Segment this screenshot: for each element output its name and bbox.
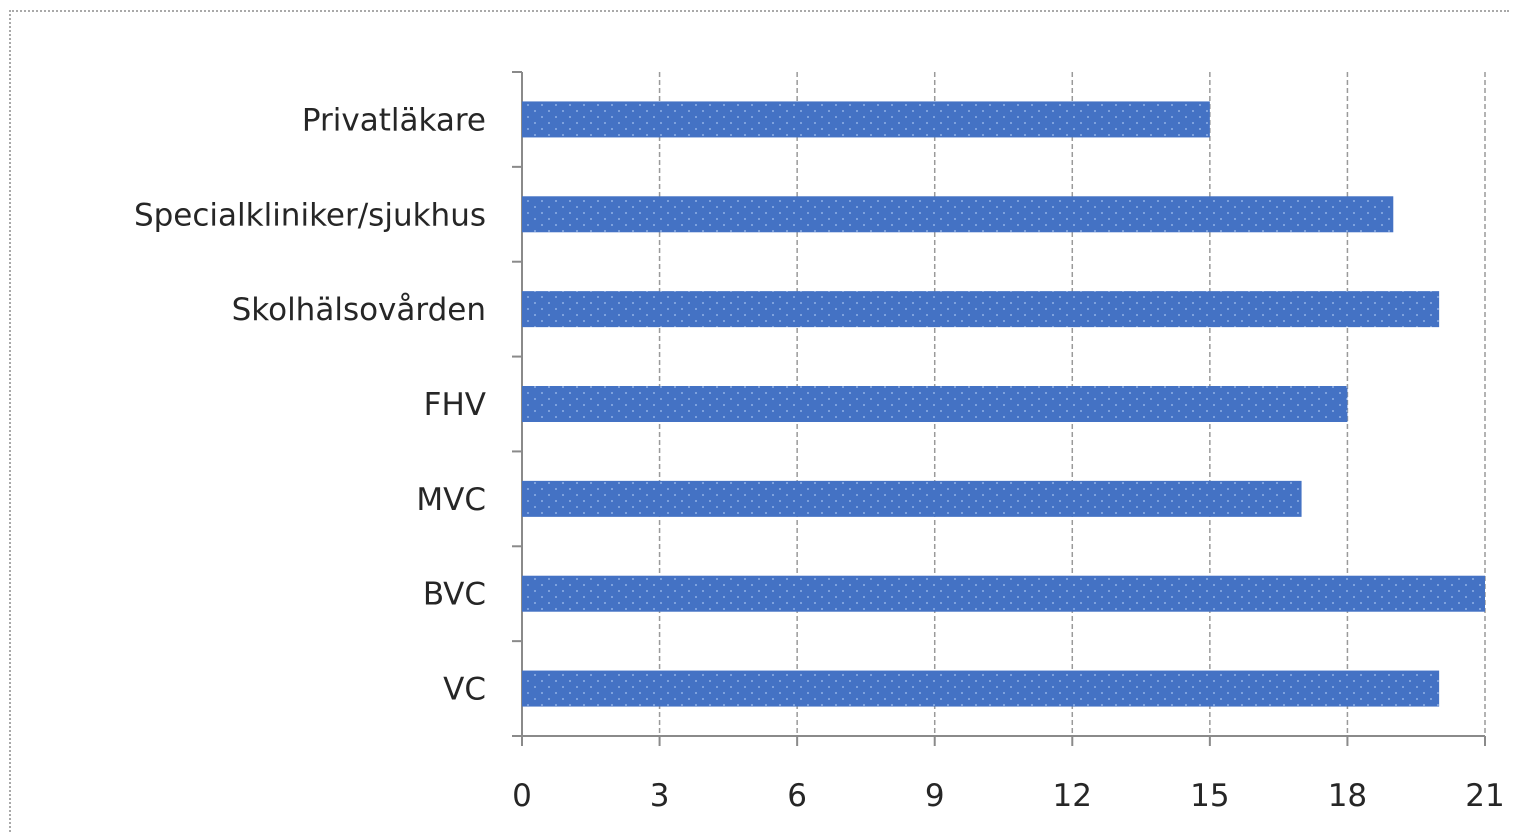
x-tick-label: 0: [512, 778, 532, 814]
bar: [522, 575, 1485, 612]
category-label: FHV: [424, 387, 486, 423]
category-label: VC: [443, 672, 486, 708]
category-label: MVC: [416, 482, 486, 518]
x-tick-label: 12: [1053, 778, 1092, 814]
category-labels: Privatläkare Specialkliniker/sjukhus Skolh…: [134, 102, 486, 707]
bar: [522, 101, 1210, 138]
x-tick-label: 9: [925, 778, 945, 814]
bar: [522, 196, 1394, 233]
category-label: BVC: [423, 577, 486, 613]
x-tick-labels: 0 3 6 9 12 15 18 21: [512, 778, 1505, 814]
category-label: Skolhälsovården: [232, 292, 486, 328]
bar: [522, 480, 1302, 517]
bars: [522, 101, 1485, 707]
category-label: Privatläkare: [302, 102, 486, 138]
x-tick-label: 18: [1328, 778, 1367, 814]
bar: [522, 670, 1440, 707]
x-tick-label: 21: [1465, 778, 1504, 814]
category-label: Specialkliniker/sjukhus: [134, 197, 486, 233]
chart-frame: [9, 10, 1509, 832]
x-tick-label: 6: [787, 778, 807, 814]
x-tick-label: 15: [1190, 778, 1229, 814]
bar: [522, 291, 1440, 328]
x-tick-label: 3: [650, 778, 670, 814]
bar: [522, 386, 1348, 422]
